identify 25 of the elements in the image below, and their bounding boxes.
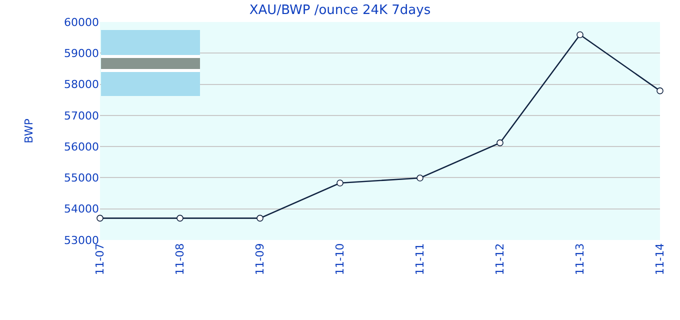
x-tick-label: 11-08 — [174, 243, 187, 276]
y-tick-label: 60000 — [64, 16, 99, 29]
x-tick-label: 11-14 — [654, 243, 667, 276]
point — [336, 180, 344, 186]
y-axis-title: BWP — [22, 118, 36, 144]
y-tick-label: 54000 — [64, 202, 99, 216]
point — [416, 174, 424, 182]
point — [496, 139, 504, 146]
y-tick-label: 59000 — [64, 46, 99, 60]
x-tick-label: 11-12 — [494, 243, 507, 276]
y-tick-label: 58000 — [64, 78, 99, 92]
point — [656, 87, 664, 94]
x-tick-label: 11-07 — [94, 243, 107, 276]
point — [96, 214, 104, 222]
y-tick-label: 57000 — [64, 109, 99, 122]
chart-title: XAU/BWP /ounce 24K 7days — [249, 2, 431, 18]
point — [176, 214, 184, 222]
point — [576, 31, 584, 38]
y-tick-label: 56000 — [64, 140, 99, 154]
x-tick-label: 11-13 — [574, 243, 587, 276]
point — [256, 214, 264, 222]
x-tick-label: 11-11 — [414, 243, 427, 276]
x-tick-label: 11-10 — [334, 243, 347, 276]
x-tick-label: 11-09 — [254, 243, 267, 276]
y-tick-label: 55000 — [64, 172, 99, 185]
